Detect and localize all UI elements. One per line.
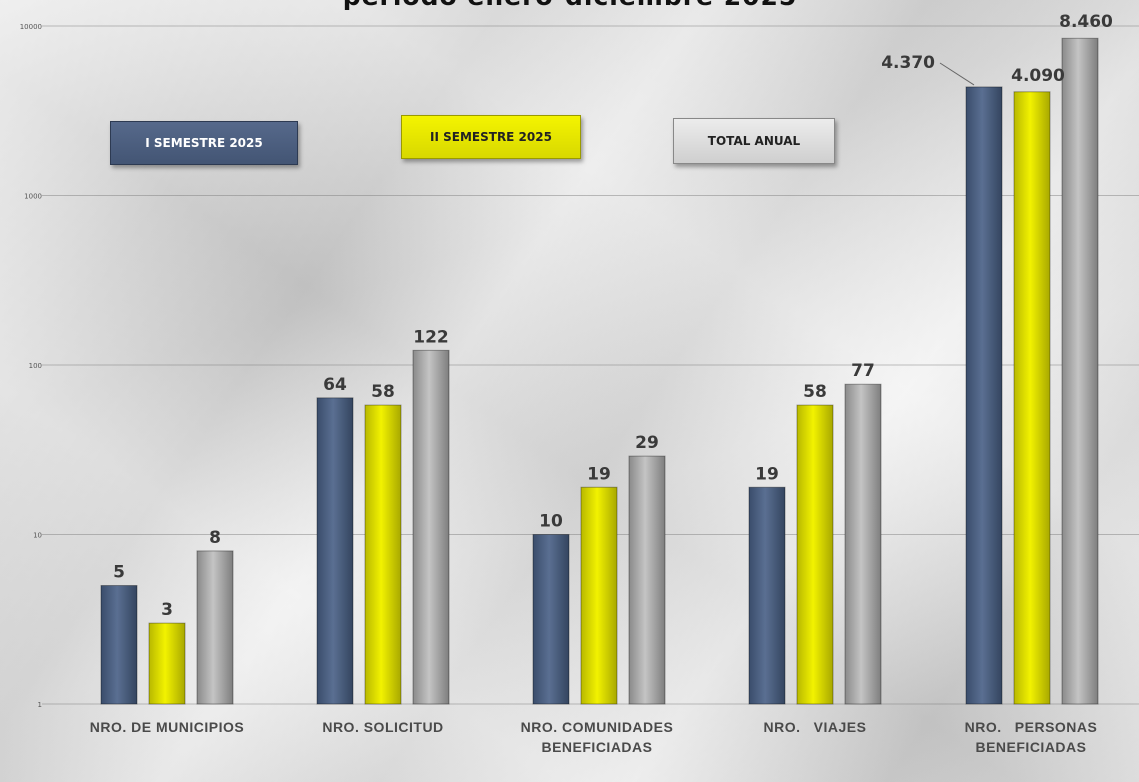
- bar: [100, 585, 138, 705]
- legend-item-semestre-2: II SEMESTRE 2025: [401, 115, 581, 159]
- data-labels: 5 64 10 19 4.370 3 58 19 58 4.090 8 122 29 77 8.460: [113, 12, 1113, 620]
- bar: [316, 397, 354, 705]
- category-labels: NRO. DE MUNICIPIOS NRO. SOLICITUD NRO. COM…: [90, 719, 1098, 755]
- category-label: NRO. COMUNIDADES: [521, 719, 674, 735]
- legend-item-semestre-1: I SEMESTRE 2025: [110, 121, 298, 165]
- bars: [100, 37, 1099, 705]
- bar: [532, 534, 570, 705]
- category-label: BENEFICIADAS: [541, 739, 652, 755]
- category-label: NRO. SOLICITUD: [322, 719, 443, 735]
- bar: [628, 455, 666, 705]
- chart-title: periodo enero-diciembre 2025: [290, 0, 850, 11]
- data-label: 4.090: [1011, 66, 1065, 86]
- data-label: 19: [587, 464, 611, 484]
- y-tick-label: 1: [38, 701, 42, 709]
- data-label: 29: [635, 433, 659, 453]
- bar: [148, 622, 186, 705]
- bar: [844, 383, 882, 705]
- y-tick-label: 100: [29, 362, 42, 370]
- data-label: 4.370: [881, 53, 935, 73]
- legend-item-total-anual: TOTAL ANUAL: [673, 118, 835, 164]
- y-axis-ticks: 1 10 100 1000 10000: [20, 23, 42, 709]
- data-label: 8.460: [1059, 12, 1113, 32]
- legend-label-total-anual: TOTAL ANUAL: [707, 134, 801, 148]
- bar: [1061, 37, 1099, 705]
- data-label: 10: [539, 512, 563, 532]
- bar: [412, 349, 450, 705]
- category-label: NRO. PERSONAS: [965, 719, 1098, 735]
- y-tick-label: 10: [33, 532, 42, 540]
- bar: [965, 86, 1003, 705]
- bar: [364, 404, 402, 705]
- bar: [196, 550, 234, 705]
- data-label: 77: [851, 361, 875, 381]
- data-label: 64: [323, 375, 347, 395]
- y-tick-label: 10000: [20, 23, 42, 31]
- legend-label-semestre-1: I SEMESTRE 2025: [145, 136, 263, 150]
- category-label: BENEFICIADAS: [975, 739, 1086, 755]
- bar: [796, 404, 834, 705]
- data-label: 122: [413, 327, 449, 347]
- data-label: 5: [113, 563, 125, 583]
- y-tick-label: 1000: [24, 193, 42, 201]
- category-label: NRO. DE MUNICIPIOS: [90, 719, 244, 735]
- legend-label-semestre-2: II SEMESTRE 2025: [430, 130, 552, 144]
- data-label: 58: [371, 382, 395, 402]
- data-label: 19: [755, 464, 779, 484]
- bar: [748, 486, 786, 705]
- data-label: 3: [161, 600, 173, 620]
- category-label: NRO. VIAJES: [764, 719, 867, 735]
- bar: [1013, 91, 1051, 705]
- data-label: 8: [209, 528, 221, 548]
- data-label-leader-line: [939, 62, 975, 86]
- data-label: 58: [803, 382, 827, 402]
- bar: [580, 486, 618, 705]
